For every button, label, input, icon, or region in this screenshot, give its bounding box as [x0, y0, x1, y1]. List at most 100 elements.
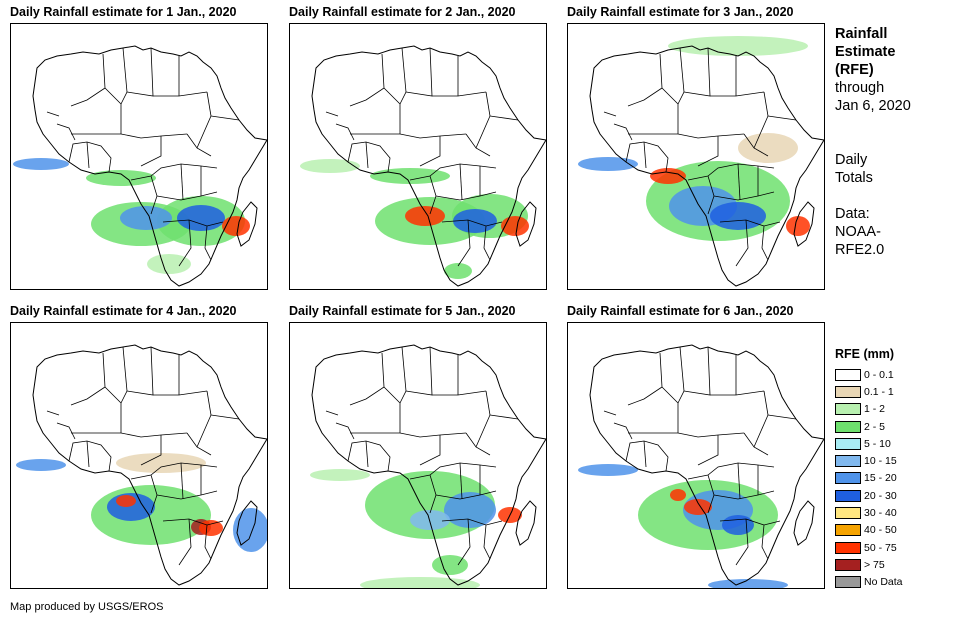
country-border — [697, 136, 719, 167]
totals-line: Totals — [835, 170, 873, 186]
map-description: Rainfall Estimate (RFE) through Jan 6, 2… — [835, 25, 965, 259]
rainfall-blob — [177, 205, 225, 231]
africa-coastline — [589, 45, 824, 287]
africa-coastline — [311, 344, 546, 586]
description-title-line: (RFE) — [835, 62, 874, 78]
rainfall-blob — [199, 520, 223, 536]
legend-label: > 75 — [864, 558, 885, 571]
country-border — [325, 111, 339, 117]
country-border — [465, 133, 491, 157]
madagascar-outline — [515, 500, 537, 546]
rainfall-blob — [668, 36, 808, 56]
map-panel-jan-6: Daily Rainfall estimate for 6 Jan., 2020 — [567, 304, 825, 589]
legend-label: 30 - 40 — [864, 507, 897, 520]
country-border — [162, 518, 224, 526]
country-border — [735, 518, 749, 566]
rainfall-blob — [86, 170, 156, 186]
country-border — [383, 87, 401, 134]
country-border — [120, 346, 128, 404]
country-border — [350, 432, 467, 438]
legend-label: 15 - 20 — [864, 472, 897, 485]
country-border — [735, 219, 749, 267]
country-border — [325, 410, 339, 416]
country-border — [130, 163, 218, 181]
rainfall-blob — [650, 168, 686, 184]
country-border — [409, 163, 497, 181]
rainfall-blob — [578, 464, 638, 476]
africa-coastline — [32, 45, 267, 287]
country-border — [628, 432, 745, 438]
country-border — [603, 111, 617, 117]
africa-coastline — [311, 45, 546, 287]
country-border — [196, 390, 212, 448]
country-border — [70, 352, 106, 406]
madagascar-outline — [236, 201, 258, 247]
country-border — [156, 490, 218, 500]
country-border — [483, 524, 491, 560]
country-border — [767, 115, 797, 121]
legend-swatch — [835, 472, 861, 485]
country-border — [86, 440, 90, 468]
panel-title: Daily Rainfall estimate for 1 Jan., 2020 — [10, 5, 237, 19]
country-border — [625, 440, 669, 472]
country-border — [153, 91, 208, 97]
country-border — [365, 141, 369, 169]
rainfall-blob — [116, 453, 206, 473]
legend-swatch — [835, 489, 861, 502]
legend-item: 0 - 0.1 — [835, 366, 965, 383]
country-border — [347, 141, 391, 173]
country-border — [419, 435, 441, 466]
country-border — [405, 47, 433, 97]
legend-swatch — [835, 524, 861, 537]
rainfall-map — [567, 23, 825, 290]
map-panel-jan-3: Daily Rainfall estimate for 3 Jan., 2020 — [567, 5, 825, 290]
legend-item: 5 - 10 — [835, 435, 965, 452]
rainfall-map — [289, 23, 547, 290]
country-border — [349, 352, 385, 406]
legend-item: 30 - 40 — [835, 504, 965, 521]
rainfall-blob — [310, 469, 370, 481]
country-border — [156, 191, 218, 201]
country-border — [687, 462, 775, 480]
country-border — [71, 133, 188, 139]
legend-label: 50 - 75 — [864, 541, 897, 554]
country-border — [459, 462, 463, 500]
legend-swatch — [835, 541, 861, 554]
country-border — [483, 225, 491, 261]
country-border — [761, 225, 769, 261]
rainfall-blob — [738, 133, 798, 163]
panel-title: Daily Rainfall estimate for 6 Jan., 2020 — [567, 304, 794, 318]
legend-item: 0.1 - 1 — [835, 383, 965, 400]
country-border — [435, 490, 497, 500]
rainfall-blob — [684, 499, 712, 515]
country-border — [761, 524, 769, 560]
country-border — [180, 163, 184, 201]
country-border — [68, 141, 112, 173]
country-border — [178, 518, 192, 566]
africa-coastline — [32, 344, 267, 586]
country-border — [104, 87, 122, 134]
legend-swatch — [835, 403, 861, 416]
rainfall-map — [10, 322, 268, 589]
country-border — [489, 414, 519, 420]
country-border — [210, 115, 240, 121]
rainfall-blob — [670, 489, 686, 501]
country-border — [349, 53, 385, 107]
description-title-line: Estimate — [835, 44, 896, 60]
country-border — [643, 141, 647, 169]
legend-item: 1 - 2 — [835, 401, 965, 418]
rainfall-map — [567, 322, 825, 589]
country-border — [350, 133, 467, 139]
country-border — [697, 435, 719, 466]
country-border — [767, 414, 797, 420]
legend-item: 50 - 75 — [835, 539, 965, 556]
legend-label: 0 - 0.1 — [864, 368, 894, 381]
madagascar-outline — [793, 201, 815, 247]
legend-label: 10 - 15 — [864, 455, 897, 468]
country-border — [737, 163, 741, 201]
country-border — [625, 141, 669, 173]
country-border — [46, 410, 60, 416]
country-border — [383, 386, 401, 433]
rainfall-blob — [370, 168, 450, 184]
country-border — [86, 141, 90, 169]
